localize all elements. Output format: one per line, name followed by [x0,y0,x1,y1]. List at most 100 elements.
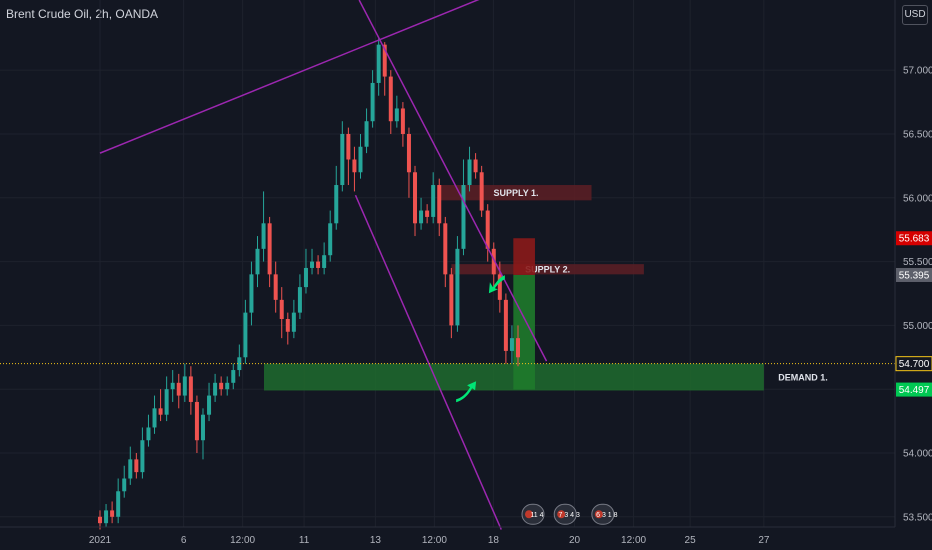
candle-down [503,299,508,351]
event-label: 6 3 1 8 [596,512,618,519]
candle-down [110,510,115,517]
candle-down [491,248,496,275]
event-label: 11 4 [530,512,543,519]
price-tag [895,356,932,372]
candle-up [255,248,260,275]
time-axis: 2021 6 12:00 11 13 12:00 18 20 12:00 25 27 [0,526,895,546]
flag-icon [524,510,533,519]
candle-down [413,172,418,224]
candle-up [237,357,242,371]
candle-down [516,338,520,358]
candle-up [243,312,248,358]
candle-down [473,159,478,173]
candle-down [194,401,199,441]
candles [98,38,520,530]
candle-down [449,274,454,326]
candle-down [273,274,278,300]
candle-down [485,210,490,249]
trend-line [99,0,480,154]
price-tag-label: 55.395 [899,270,930,281]
candle-down [437,185,442,224]
price-tag-label: 54.700 [899,359,930,370]
candle-down [425,210,430,217]
candle-down [346,133,351,160]
price-axis: 53.50054.00054.50055.00055.50056.00056.5… [894,0,932,527]
candle-down [98,516,102,524]
candle-up [116,491,121,517]
candle-up [152,408,157,428]
supply-zone [440,185,592,201]
candle-up [182,376,187,396]
event-marker: 11 4 [521,503,545,525]
candle-up [310,261,315,268]
candle-up [207,395,212,415]
price-tick-label: 57.000 [903,66,932,77]
candle-up [303,267,308,288]
candle-up [322,255,327,268]
time-tick-label: 20 [569,535,581,546]
candle-down [285,319,290,332]
candle-up [231,370,236,383]
candle-up [340,133,345,186]
candle-up [170,382,175,390]
candle-down [382,44,387,77]
candle-down [279,299,284,320]
supply-zone-label: SUPPLY 1. [494,188,539,198]
time-tick-label: 6 [181,535,187,546]
candle-up [509,338,514,351]
candle-down [400,108,405,134]
price-tick-label: 56.000 [903,193,932,204]
event-label: 7 3 4 3 [558,512,580,519]
price-tick-label: 56.500 [903,129,932,140]
signal-arrow-icon [488,275,505,294]
take-profit-box [513,274,535,390]
time-tick-label: 11 [299,535,310,546]
candle-up [394,108,399,122]
event-marker: 6 3 1 8 [591,503,618,525]
candle-up [140,440,145,473]
candle-down [406,133,411,173]
candle-up [467,159,472,186]
candle-up [104,510,109,524]
price-tag [896,382,932,397]
zones: SUPPLY 1. SUPPLY 2. DEMAND 1. [264,185,828,391]
channel-lower-line [354,194,502,530]
candle-down [497,274,502,300]
time-tick-label: 2021 [89,535,112,546]
candle-down [443,223,448,275]
price-tag [896,231,932,246]
candle-up [146,427,151,441]
candle-up [249,274,254,313]
time-tick-label: 25 [685,535,697,546]
time-tick-label: 12:00 [230,535,255,546]
price-tick-label: 54.000 [903,448,932,459]
candle-up [431,185,436,217]
time-tick-label: 27 [758,535,770,546]
supply-zone-label: SUPPLY 2. [525,265,570,275]
stop-loss-box [513,238,535,275]
candle-down [316,261,321,268]
demand-zone-label: DEMAND 1. [778,373,828,383]
candle-down [388,76,393,122]
candle-up [261,223,266,249]
candle-down [134,459,139,473]
price-tick-label: 55.000 [903,321,932,332]
time-tick-label: 12:00 [621,535,646,546]
price-tick-label: 55.500 [903,257,932,268]
candle-down [176,382,181,396]
candle-up [370,82,375,122]
price-tag-label: 55.683 [899,234,930,245]
candle-up [376,44,381,83]
signal-arrow-icon [456,381,477,403]
time-tick-label: 13 [370,535,382,546]
flag-icon [557,510,566,519]
candle-up [328,223,333,256]
candle-up [164,389,169,415]
candle-up [128,459,133,479]
time-tick-label: 12:00 [422,535,447,546]
candle-down [219,382,224,390]
candle-down [188,376,193,402]
currency-button[interactable]: USD [902,5,928,25]
candle-up [122,478,127,492]
